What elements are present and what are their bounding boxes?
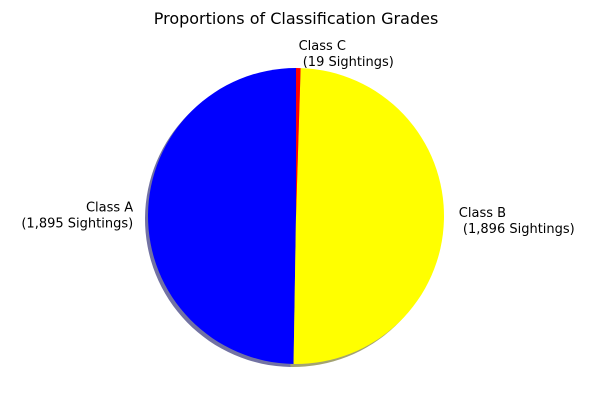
slice-label-count: (1,896 Sightings)	[459, 222, 575, 237]
slice-class-c	[296, 68, 301, 216]
slice-label-count: (1,895 Sightings)	[21, 217, 133, 232]
slice-label-class-b: Class B (1,896 Sightings)	[459, 206, 575, 237]
slice-class-b	[293, 68, 445, 365]
pie-slices	[147, 68, 445, 365]
slice-label-class-a: Class A (1,895 Sightings)	[21, 201, 133, 232]
pie-labels: Class A (1,895 Sightings) Class B (1,896 S…	[21, 39, 574, 237]
chart-title: Proportions of Classification Grades	[154, 9, 439, 28]
slice-label-count: (19 Sightings)	[299, 55, 394, 70]
slice-label-name: Class B	[459, 206, 506, 221]
slice-label-name: Class A	[86, 201, 133, 216]
slice-class-a	[147, 68, 296, 364]
slice-label-name: Class C	[299, 39, 346, 54]
slice-label-class-c: Class C (19 Sightings)	[299, 39, 394, 70]
